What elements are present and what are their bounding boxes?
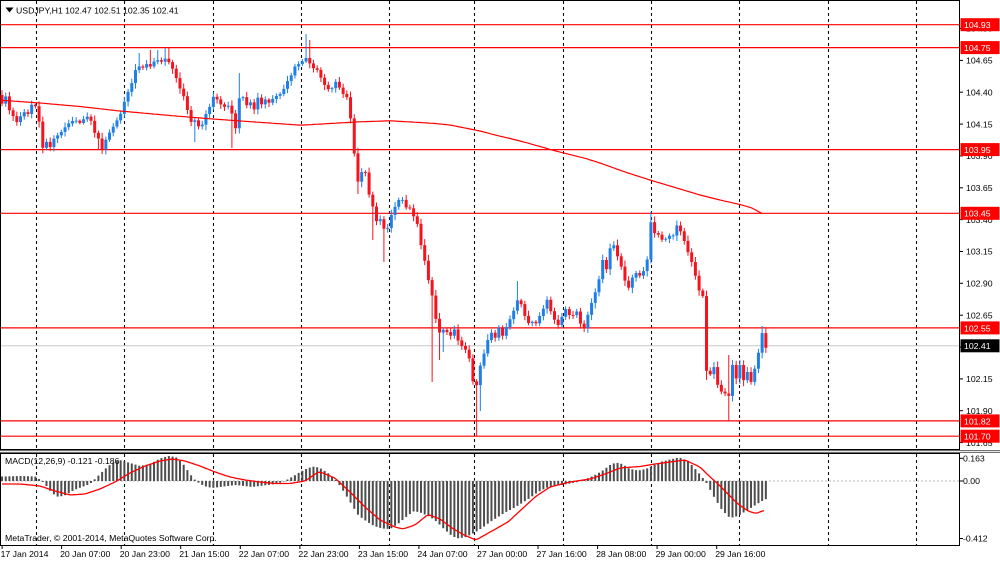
svg-text:24 Jan 07:00: 24 Jan 07:00 — [417, 549, 467, 559]
svg-text:23 Jan 15:00: 23 Jan 15:00 — [358, 549, 408, 559]
svg-text:102.65: 102.65 — [966, 310, 993, 320]
svg-text:0.00: 0.00 — [963, 476, 980, 486]
svg-text:27 Jan 16:00: 27 Jan 16:00 — [537, 549, 587, 559]
svg-text:104.93: 104.93 — [964, 20, 991, 30]
svg-text:104.75: 104.75 — [964, 43, 991, 53]
svg-text:103.95: 103.95 — [964, 145, 991, 155]
svg-text:104.65: 104.65 — [966, 56, 993, 66]
svg-text:29 Jan 00:00: 29 Jan 00:00 — [656, 549, 706, 559]
svg-text:20 Jan 23:00: 20 Jan 23:00 — [120, 549, 170, 559]
svg-text:21 Jan 15:00: 21 Jan 15:00 — [179, 549, 229, 559]
svg-text:104.40: 104.40 — [966, 87, 993, 97]
svg-text:103.45: 103.45 — [964, 209, 991, 219]
svg-text:102.90: 102.90 — [966, 279, 993, 289]
svg-text:101.82: 101.82 — [964, 416, 991, 426]
svg-text:MetaTrader, © 2001-2014, MetaQ: MetaTrader, © 2001-2014, MetaQuotes Soft… — [5, 533, 217, 543]
svg-text:103.65: 103.65 — [966, 183, 993, 193]
svg-text:102.41: 102.41 — [964, 341, 991, 351]
svg-text:104.15: 104.15 — [966, 119, 993, 129]
svg-text:102.55: 102.55 — [964, 323, 991, 333]
svg-text:USDJPY,H1 102.47 102.51 102.3: USDJPY,H1 102.47 102.51 102.35 102.41 — [16, 6, 179, 16]
svg-text:0.163: 0.163 — [963, 454, 985, 464]
svg-text:22 Jan 07:00: 22 Jan 07:00 — [239, 549, 289, 559]
svg-text:29 Jan 16:00: 29 Jan 16:00 — [715, 549, 765, 559]
svg-text:103.15: 103.15 — [966, 247, 993, 257]
svg-text:27 Jan 00:00: 27 Jan 00:00 — [477, 549, 527, 559]
svg-text:28 Jan 08:00: 28 Jan 08:00 — [596, 549, 646, 559]
svg-text:-0.412: -0.412 — [963, 534, 988, 544]
svg-text:101.65: 101.65 — [966, 438, 993, 448]
svg-text:102.15: 102.15 — [966, 374, 993, 384]
svg-text:22 Jan 23:00: 22 Jan 23:00 — [298, 549, 348, 559]
svg-text:MACD(12,26,9) -0.121 -0.186: MACD(12,26,9) -0.121 -0.186 — [5, 456, 120, 466]
svg-text:17 Jan 2014: 17 Jan 2014 — [1, 549, 49, 559]
svg-text:101.70: 101.70 — [964, 432, 991, 442]
svg-text:20 Jan 07:00: 20 Jan 07:00 — [60, 549, 110, 559]
svg-text:101.90: 101.90 — [966, 406, 993, 416]
